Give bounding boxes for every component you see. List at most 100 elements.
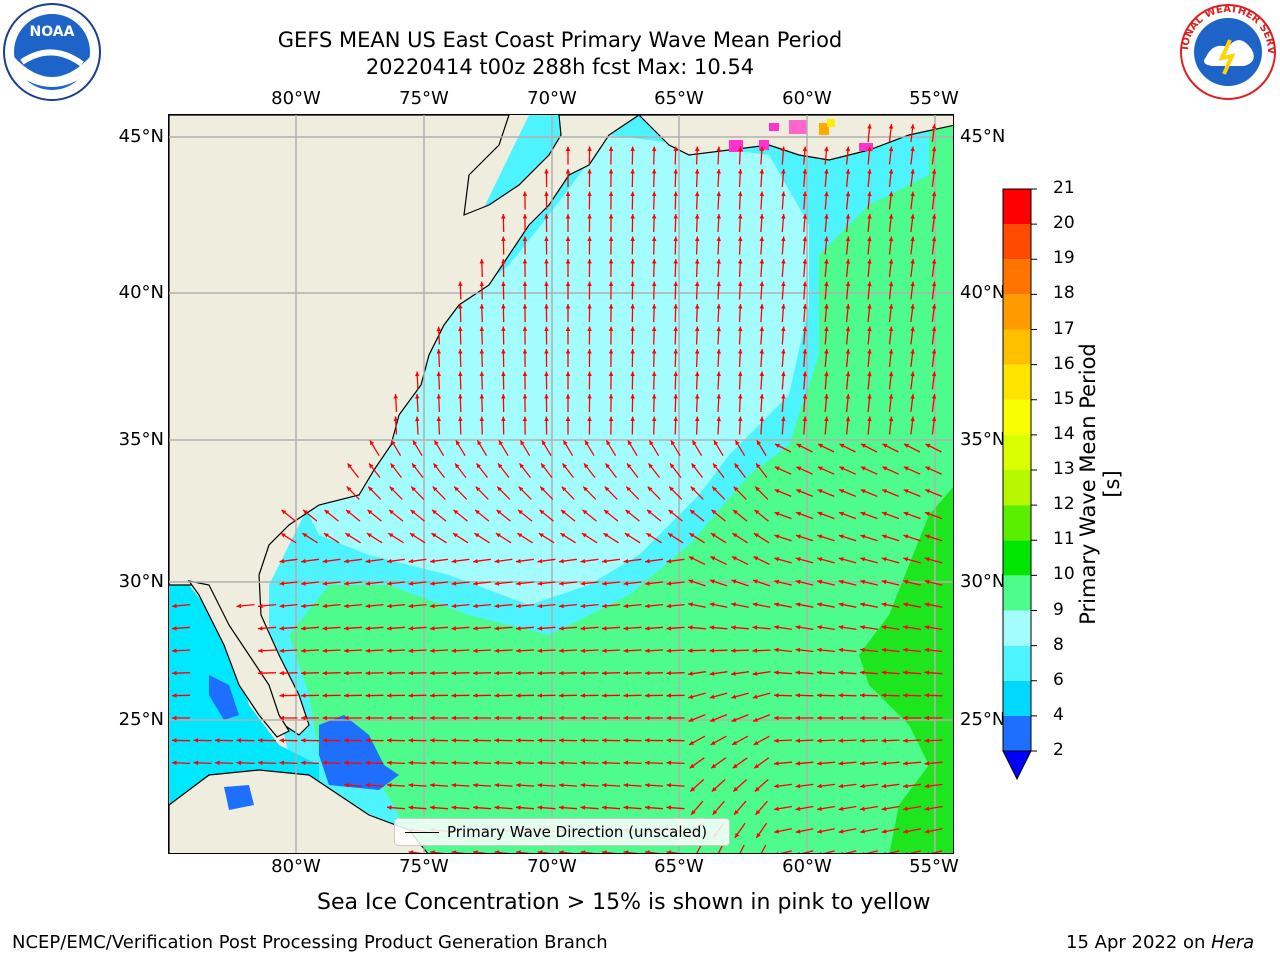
colorbar-tick-label: 21 <box>1053 178 1075 198</box>
wave-arrow-head <box>608 191 614 196</box>
wave-arrow-head <box>258 626 263 631</box>
wave-arrow-head <box>838 806 844 811</box>
wave-arrow-head <box>451 670 456 676</box>
wave-arrow-head <box>738 371 743 377</box>
wave-arrow-head <box>689 740 695 745</box>
colorbar-segment <box>1003 540 1031 576</box>
wave-arrow-head <box>408 738 413 743</box>
wave-arrow-head <box>738 349 743 354</box>
wave-arrow-head <box>344 603 349 609</box>
wave-arrow-head <box>580 626 586 631</box>
wave-arrow-head <box>559 738 564 743</box>
wave-arrow-head <box>759 371 765 377</box>
wave-arrow-head <box>910 371 915 377</box>
wave-arrow-head <box>322 738 327 743</box>
wave-arrow-head <box>668 509 674 515</box>
wave-arrow-head <box>839 443 845 448</box>
wave-arrow-head <box>458 349 463 354</box>
wave-arrow-head <box>563 440 568 446</box>
wave-arrow-head <box>537 626 543 631</box>
ocean-region-darkgreen <box>859 487 953 853</box>
wave-arrow-head <box>881 647 887 653</box>
wave-arrow-head <box>738 416 743 422</box>
wave-arrow-head <box>454 486 459 492</box>
wave-arrow-head <box>368 486 373 492</box>
wave-arrow-head <box>630 394 635 399</box>
wave-arrow-head <box>365 693 370 698</box>
wave-arrow-head <box>817 829 822 834</box>
wave-arrow-head <box>433 463 438 469</box>
wave-arrow-head <box>537 760 543 766</box>
wave-arrow-head <box>344 738 349 743</box>
wave-arrow-head <box>860 625 865 630</box>
wave-arrow-head <box>774 466 780 471</box>
wave-arrow-head <box>781 146 786 152</box>
wave-arrow-head <box>931 394 937 399</box>
wave-arrow-head <box>565 371 571 376</box>
wave-arrow-head <box>738 259 743 264</box>
wave-arrow-head <box>479 349 485 354</box>
wave-arrow-head <box>867 259 872 264</box>
wave-arrow-head <box>824 146 829 152</box>
wave-arrow-head <box>645 760 650 766</box>
wave-arrow-head <box>451 648 457 653</box>
colorbar-segment <box>1003 189 1031 225</box>
wave-arrow-head <box>862 851 865 853</box>
wave-arrow-head <box>781 236 786 242</box>
wave-arrow-head <box>451 715 456 721</box>
wave-arrow-head <box>667 533 673 538</box>
wave-arrow-head <box>838 715 843 721</box>
wave-arrow-shaft <box>801 850 814 853</box>
wave-arrow-head <box>651 281 657 286</box>
wave-arrow-head <box>630 349 635 354</box>
wave-arrow-head <box>172 648 177 653</box>
wave-arrow-head <box>604 509 609 515</box>
wave-arrow-head <box>925 443 931 448</box>
wave-arrow-head <box>322 648 328 653</box>
wave-arrow-head <box>479 416 485 421</box>
wave-arrow-head <box>324 509 330 515</box>
wave-arrow-head <box>752 694 758 699</box>
colorbar-tick-label: 2 <box>1053 740 1064 760</box>
wave-arrow-head <box>522 214 528 219</box>
wave-arrow-head <box>452 533 458 538</box>
wave-arrow-head <box>322 693 327 698</box>
wave-arrow-head <box>451 626 457 631</box>
wave-arrow-head <box>845 146 851 152</box>
wave-arrow-head <box>365 581 371 586</box>
wave-arrow-head <box>501 236 506 241</box>
wave-arrow-head <box>903 693 908 698</box>
wave-arrow-head <box>753 533 759 538</box>
wave-arrow-head <box>649 440 654 446</box>
wave-arrow-head <box>733 509 738 515</box>
wave-arrow-head <box>494 626 500 631</box>
wave-arrow-head <box>781 259 786 264</box>
lat-tick-right: 45°N <box>960 126 1006 147</box>
wave-arrow-head <box>623 850 629 853</box>
wave-arrow-head <box>172 670 177 676</box>
wave-arrow-head <box>694 416 700 422</box>
wave-arrow-head <box>630 191 635 196</box>
nws-logo: NATIONAL WEATHER SERVICE <box>1174 0 1278 102</box>
wave-arrow-head <box>630 214 635 219</box>
wave-arrow-head <box>626 486 631 492</box>
wave-arrow-head <box>565 191 571 196</box>
colorbar-tick-label: 17 <box>1053 318 1075 339</box>
wave-arrow-head <box>565 304 571 309</box>
wave-arrow-head <box>738 304 743 309</box>
wave-arrow-head <box>479 394 485 399</box>
wave-arrow-head <box>694 371 700 377</box>
wave-arrow-head <box>711 763 717 769</box>
wave-arrow-head <box>903 534 909 539</box>
wave-arrow-head <box>716 304 721 309</box>
wave-arrow-head <box>775 443 780 448</box>
wave-arrow-head <box>479 371 485 376</box>
wave-arrow-head <box>258 670 263 676</box>
wave-arrow-head <box>694 281 700 287</box>
wave-arrow-head <box>494 715 499 721</box>
colorbar-tick-label: 11 <box>1053 529 1075 550</box>
wave-arrow-head <box>839 489 845 494</box>
wave-arrow-head <box>565 146 571 151</box>
wave-arrow-head <box>516 850 521 853</box>
wave-arrow-head <box>258 648 263 653</box>
